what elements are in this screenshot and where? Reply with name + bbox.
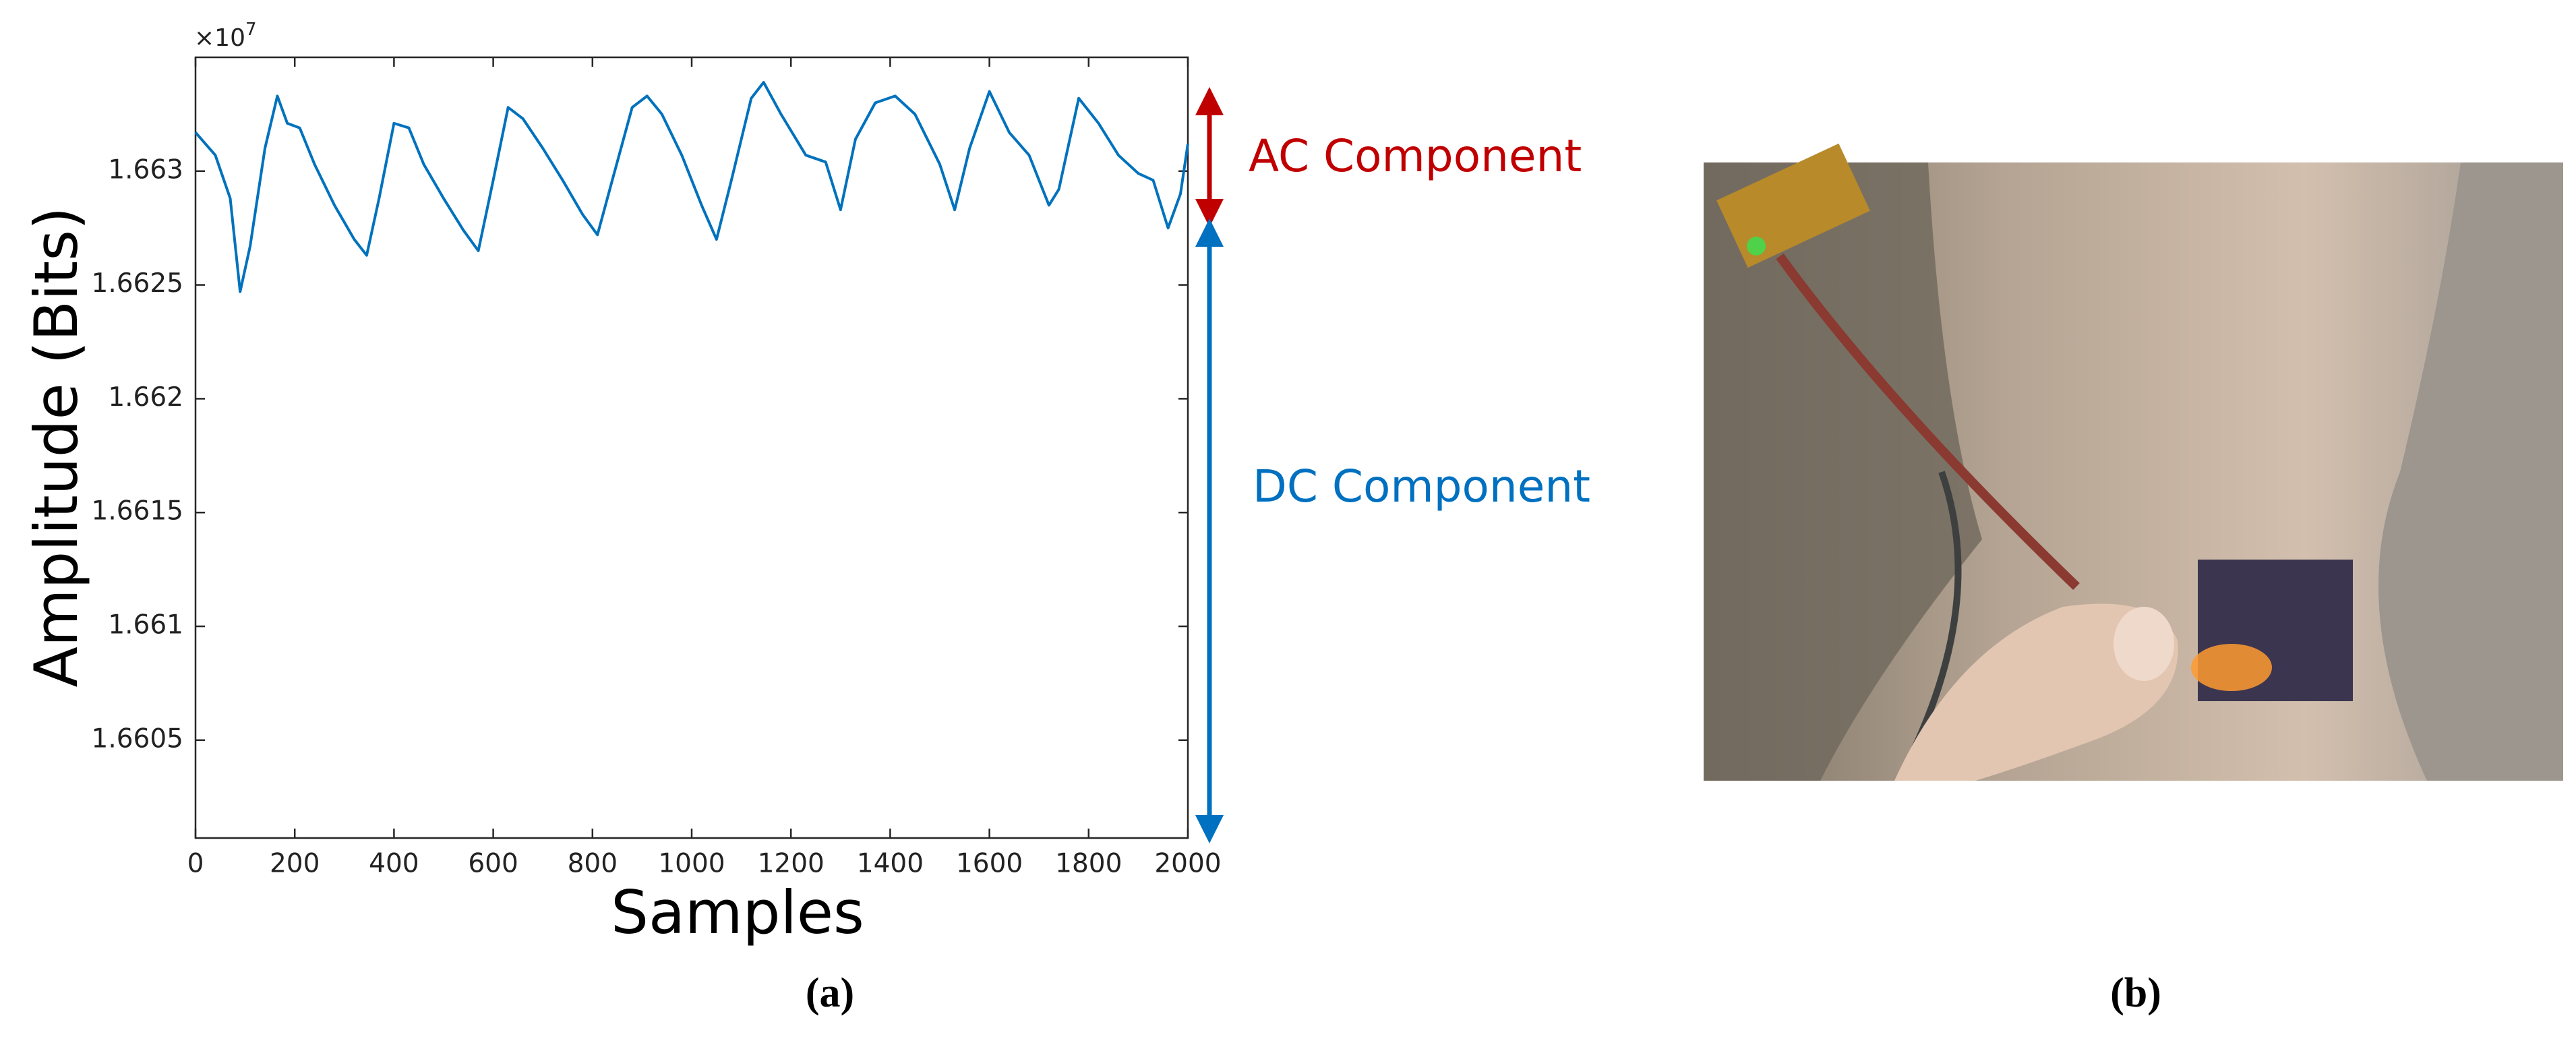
signal-line (194, 81, 1189, 293)
fingernail (2114, 607, 2174, 681)
sensor-glow (2191, 644, 2272, 691)
y-tick-label: 1.661 (108, 610, 183, 640)
battery (1716, 143, 1870, 268)
y-tick-label: 1.6625 (92, 268, 183, 299)
annotation: DC Component (1253, 460, 1590, 512)
x-tick-label: 2000 (1154, 849, 1221, 879)
photo (1704, 143, 2563, 781)
photo-shadow (1704, 162, 1982, 781)
x-tick-label: 1000 (658, 849, 725, 879)
y-tick-label: 1.6605 (92, 723, 183, 754)
x-tick-label: 1800 (1055, 849, 1122, 879)
axis-multiplier: ×107 (194, 20, 257, 53)
led (1747, 237, 1766, 256)
y-tick-label: 1.6615 (92, 496, 183, 527)
multiplier-base: ×10 (194, 24, 245, 52)
x-tick-label: 1400 (857, 849, 924, 879)
x-tick-label: 0 (187, 849, 204, 879)
wire (1776, 253, 2080, 591)
x-axis-label: Samples (611, 878, 864, 947)
x-tick-label: 400 (369, 849, 419, 879)
y-tick-label: 1.663 (108, 154, 183, 185)
multiplier-power: 7 (245, 20, 257, 40)
x-tick-label: 1200 (758, 849, 825, 879)
x-tick-label: 800 (568, 849, 618, 879)
y-axis-label: Amplitude (Bits) (22, 207, 91, 688)
x-tick-label: 200 (270, 849, 320, 879)
photo-edge (2378, 162, 2563, 781)
x-tick-label: 600 (468, 849, 518, 879)
panel-label: (a) (806, 970, 854, 1016)
finger (1894, 603, 2178, 781)
annotation: AC Component (1249, 130, 1582, 182)
panel-label: (b) (2110, 970, 2161, 1016)
y-tick-label: 1.662 (108, 382, 183, 413)
x-tick-label: 1600 (956, 849, 1023, 879)
plot-frame (194, 56, 1189, 839)
